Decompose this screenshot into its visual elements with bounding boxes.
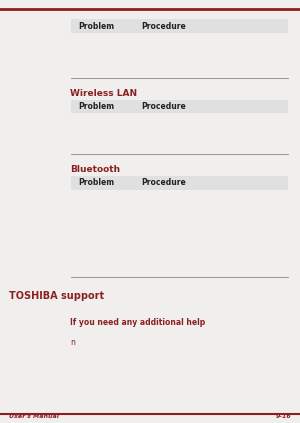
FancyBboxPatch shape (70, 19, 288, 33)
Text: Procedure: Procedure (141, 102, 186, 111)
Text: Problem: Problem (78, 22, 114, 31)
Text: Problem: Problem (78, 178, 114, 187)
Text: Bluetooth: Bluetooth (70, 165, 121, 174)
FancyBboxPatch shape (70, 176, 288, 190)
Text: n: n (70, 338, 75, 347)
Text: Procedure: Procedure (141, 178, 186, 187)
Text: User's Manual: User's Manual (9, 414, 59, 419)
Text: TOSHIBA support: TOSHIBA support (9, 291, 104, 301)
Text: 9-16: 9-16 (275, 414, 291, 419)
Text: Problem: Problem (78, 102, 114, 111)
Text: If you need any additional help: If you need any additional help (70, 318, 206, 327)
FancyBboxPatch shape (70, 100, 288, 113)
Text: Procedure: Procedure (141, 22, 186, 31)
Text: Wireless LAN: Wireless LAN (70, 88, 138, 98)
